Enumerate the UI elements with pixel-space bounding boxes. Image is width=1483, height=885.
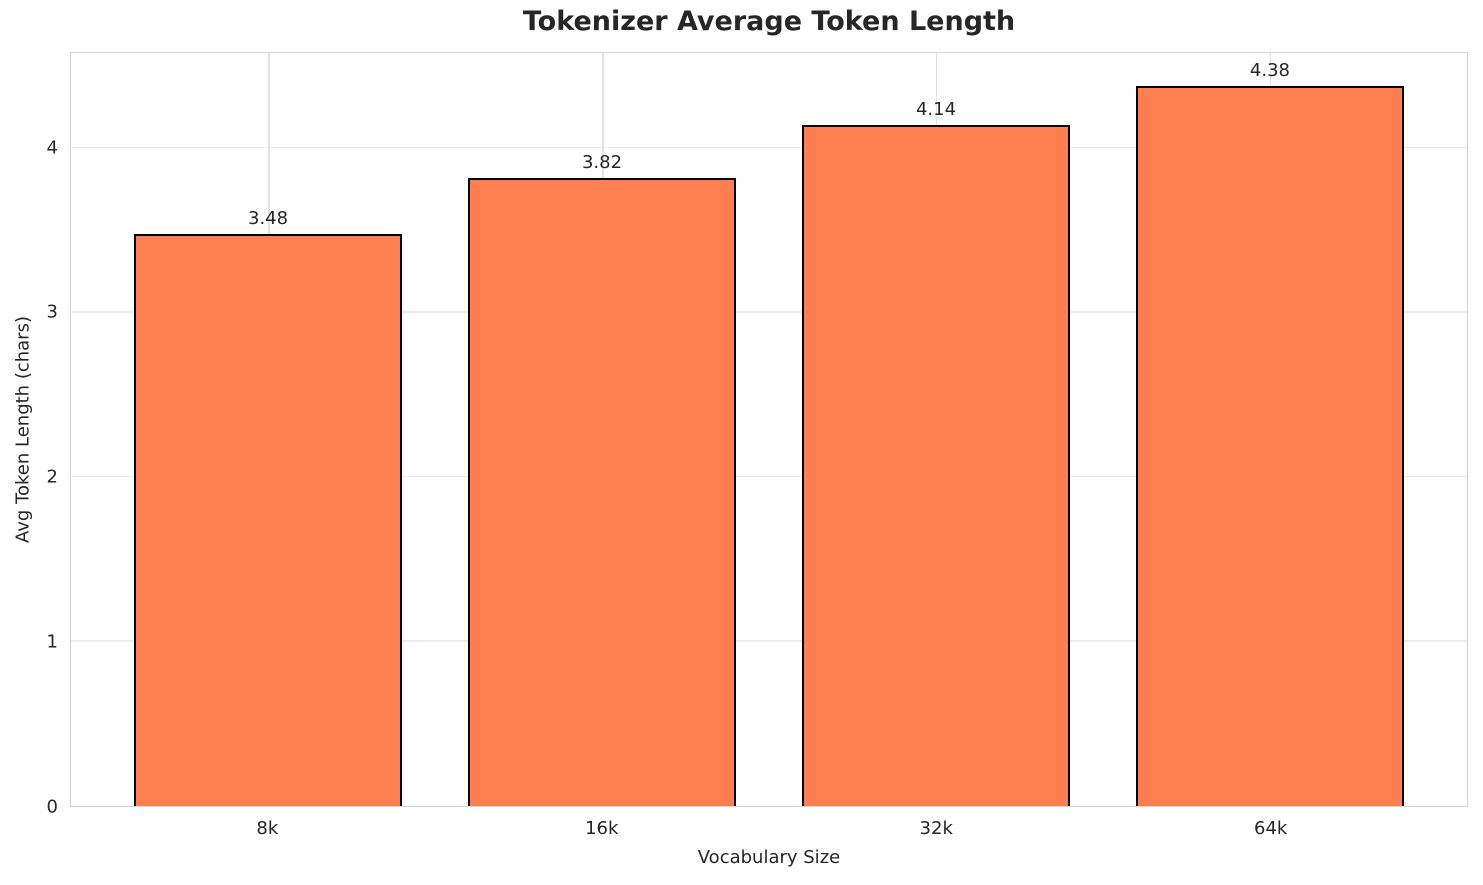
x-tick-label: 64k — [1254, 818, 1288, 839]
y-tick-label: 0 — [46, 796, 58, 818]
bar-value-label: 3.82 — [581, 151, 623, 173]
bar-16k — [468, 177, 736, 806]
y-tick-label: 3 — [46, 301, 58, 323]
x-tick-label: 32k — [919, 818, 953, 839]
x-tick-label: 16k — [585, 818, 619, 839]
x-tick-label: 8k — [256, 818, 279, 839]
gridline-horizontal — [71, 475, 1467, 478]
bar-value-label: 4.38 — [1249, 59, 1290, 81]
bar-value-label: 3.48 — [247, 207, 289, 229]
y-axis-label: Avg Token Length (chars) — [12, 316, 34, 543]
y-tick-label: 2 — [46, 466, 58, 488]
chart-title: Tokenizer Average Token Length — [522, 6, 1016, 37]
y-tick-label: 4 — [46, 137, 58, 159]
gridline-horizontal — [71, 146, 1467, 149]
plot-area: 3.48 3.82 4.14 4.38 — [70, 52, 1468, 807]
bar-8k — [134, 233, 402, 806]
bar-value-label: 4.14 — [915, 99, 957, 121]
bar-32k — [802, 125, 1070, 806]
x-axis-label: Vocabulary Size — [697, 847, 841, 868]
gridline-horizontal — [71, 640, 1467, 642]
bar-64k — [1136, 85, 1404, 806]
gridline-horizontal — [71, 311, 1467, 313]
y-tick-label: 1 — [46, 631, 58, 653]
